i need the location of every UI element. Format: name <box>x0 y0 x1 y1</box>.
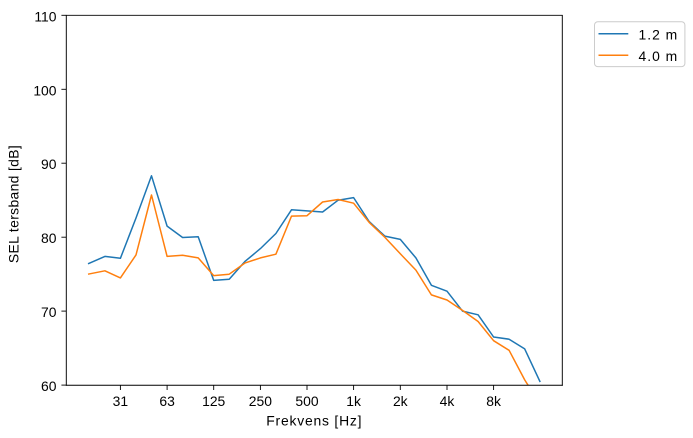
svg-text:500: 500 <box>295 393 318 409</box>
svg-text:8k: 8k <box>486 393 501 409</box>
svg-text:Frekvens [Hz]: Frekvens [Hz] <box>266 413 362 429</box>
svg-text:4.0 m: 4.0 m <box>639 48 679 64</box>
svg-text:90: 90 <box>41 156 57 172</box>
svg-text:110: 110 <box>34 8 56 24</box>
svg-text:4k: 4k <box>440 393 455 409</box>
svg-text:2k: 2k <box>393 393 408 409</box>
svg-text:70: 70 <box>41 304 57 320</box>
svg-text:1k: 1k <box>346 393 361 409</box>
svg-text:80: 80 <box>41 230 57 246</box>
svg-text:250: 250 <box>249 393 272 409</box>
svg-text:125: 125 <box>202 393 225 409</box>
svg-text:31: 31 <box>113 393 129 409</box>
svg-text:63: 63 <box>159 393 175 409</box>
svg-text:100: 100 <box>33 82 56 98</box>
svg-text:1.2 m: 1.2 m <box>639 26 679 42</box>
svg-text:60: 60 <box>41 378 57 394</box>
svg-text:SEL tersband [dB]: SEL tersband [dB] <box>6 145 22 263</box>
